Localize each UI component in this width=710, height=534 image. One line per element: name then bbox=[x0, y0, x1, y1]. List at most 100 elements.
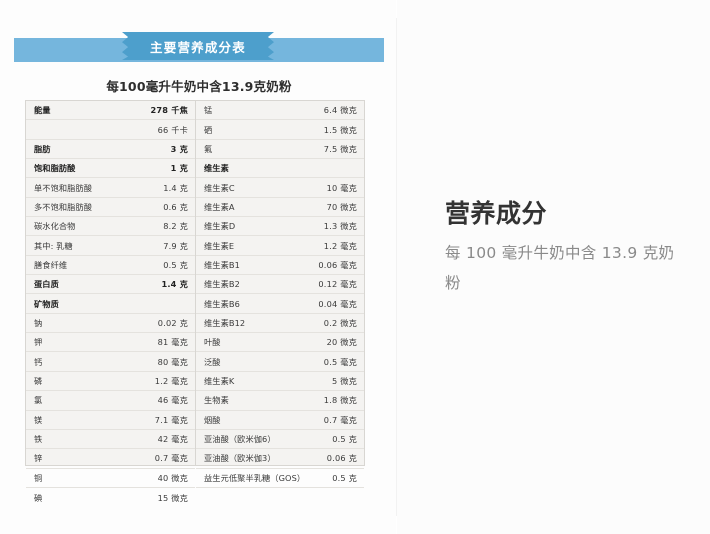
nutrition-row: 维生素B1 0.06 毫克 bbox=[196, 256, 364, 276]
nutrition-row: 维生素A 70 微克 bbox=[196, 198, 364, 218]
nutrition-row-value: 7.1 毫克 bbox=[154, 414, 188, 425]
nutrition-row: 亚油酸（欧米伽3） 0.06 克 bbox=[196, 449, 364, 469]
nutrition-row: 维生素E 1.2 毫克 bbox=[196, 236, 364, 256]
nutrition-row: 维生素B2 0.12 毫克 bbox=[196, 275, 364, 295]
nutrition-row-value: 20 微克 bbox=[326, 337, 357, 348]
nutrition-row-value: 1.2 毫克 bbox=[154, 375, 188, 386]
nutrition-row-label: 叶酸 bbox=[204, 337, 221, 348]
nutrition-row bbox=[196, 488, 364, 507]
nutrition-row-label: 矿物质 bbox=[34, 298, 59, 309]
nutrition-row: 生物素 1.8 微克 bbox=[196, 391, 364, 411]
nutrition-row-label: 维生素B1 bbox=[204, 259, 240, 270]
nutrition-row-label: 饱和脂肪酸 bbox=[34, 163, 76, 174]
nutrition-row-label: 锰 bbox=[204, 105, 213, 116]
nutrition-row-value: 0.5 克 bbox=[163, 259, 188, 270]
nutrition-row-value: 70 微克 bbox=[326, 201, 357, 212]
nutrition-row: 铁 42 毫克 bbox=[26, 430, 195, 450]
nutrition-row-value: 0.06 毫克 bbox=[318, 259, 357, 270]
nutrition-row-value: 1.5 微克 bbox=[323, 124, 357, 135]
nutrition-row-value: 0.06 克 bbox=[326, 453, 357, 464]
nutrition-row-value: 46 毫克 bbox=[157, 395, 188, 406]
right-panel: 营养成分 每 100 毫升牛奶中含 13.9 克奶粉 bbox=[397, 0, 710, 534]
nutrition-row: 维生素 bbox=[196, 159, 364, 179]
nutrition-row: 锰 6.4 微克 bbox=[196, 101, 364, 121]
nutrition-row-value: 1.2 毫克 bbox=[323, 240, 357, 251]
nutrition-row-label: 泛酸 bbox=[204, 356, 221, 367]
nutrition-row-value: 0.02 克 bbox=[157, 317, 188, 328]
nutrition-row-label: 其中: 乳糖 bbox=[34, 240, 73, 251]
nutrition-row-label: 脂肪 bbox=[34, 143, 51, 154]
nutrition-row-label: 生物素 bbox=[204, 395, 229, 406]
nutrition-table-column-right: 锰 6.4 微克硒 1.5 微克氟 7.5 微克 维生素 维生素C 10 毫克 维生素A 70 … bbox=[195, 101, 364, 488]
nutrition-row: 泛酸 0.5 毫克 bbox=[196, 352, 364, 372]
nutrition-row: 锌 0.7 毫克 bbox=[26, 449, 195, 469]
nutrition-row: 维生素B6 0.04 毫克 bbox=[196, 294, 364, 314]
nutrition-row-label: 钾 bbox=[34, 337, 43, 348]
nutrition-row: 益生元低聚半乳糖（GOS） 0.5 克 bbox=[196, 469, 364, 488]
nutrition-row-value: 5 微克 bbox=[332, 375, 357, 386]
nutrition-row: 66 千卡 bbox=[26, 120, 195, 140]
nutrition-row-label: 多不饱和脂肪酸 bbox=[34, 201, 93, 212]
nutrition-row: 亚油酸（欧米伽6） 0.5 克 bbox=[196, 430, 364, 450]
nutrition-row-value: 66 千卡 bbox=[157, 124, 188, 135]
nutrition-row: 维生素D 1.3 微克 bbox=[196, 217, 364, 237]
nutrition-row: 膳食纤维 0.5 克 bbox=[26, 256, 195, 276]
nutrition-row-value: 0.7 毫克 bbox=[323, 414, 357, 425]
nutrition-row-value: 0.2 微克 bbox=[323, 317, 357, 328]
nutrition-row: 钠 0.02 克 bbox=[26, 314, 195, 334]
right-panel-description: 每 100 毫升牛奶中含 13.9 克奶粉 bbox=[445, 244, 675, 292]
nutrition-row: 矿物质 bbox=[26, 294, 195, 314]
nutrition-row: 氟 7.5 微克 bbox=[196, 140, 364, 160]
nutrition-row-value: 7.5 微克 bbox=[323, 143, 357, 154]
nutrition-row-label: 维生素B12 bbox=[204, 317, 246, 328]
nutrition-row-label: 镁 bbox=[34, 414, 43, 425]
nutrition-row-value: 1.4 克 bbox=[163, 182, 188, 193]
nutrition-row-label: 维生素 bbox=[204, 163, 229, 174]
nutrition-row: 烟酸 0.7 毫克 bbox=[196, 411, 364, 430]
nutrition-row-label: 膳食纤维 bbox=[34, 259, 68, 270]
nutrition-row: 维生素K 5 微克 bbox=[196, 372, 364, 392]
table-subtitle: 每100毫升牛奶中含13.9克奶粉 bbox=[106, 79, 292, 94]
nutrition-row-value: 15 微克 bbox=[157, 492, 188, 503]
nutrition-table-column-left: 能量 278 千焦 66 千卡 脂肪 3 克饱和脂肪酸 1 克单不饱和脂肪酸 1.4 克多不… bbox=[26, 101, 195, 503]
nutrition-row-label: 单不饱和脂肪酸 bbox=[34, 182, 93, 193]
nutrition-row-value: 1.8 微克 bbox=[323, 395, 357, 406]
nutrition-row-value: 3 克 bbox=[170, 143, 188, 154]
nutrition-row-label: 亚油酸（欧米伽3） bbox=[204, 453, 276, 464]
nutrition-row-value: 0.5 毫克 bbox=[323, 356, 357, 367]
nutrition-row-label: 维生素B6 bbox=[204, 298, 240, 309]
nutrition-row-value: 0.7 毫克 bbox=[154, 453, 188, 464]
nutrition-row-value: 81 毫克 bbox=[157, 337, 188, 348]
nutrition-row-label: 磷 bbox=[34, 375, 43, 386]
nutrition-row-label: 能量 bbox=[34, 105, 51, 116]
nutrition-row: 单不饱和脂肪酸 1.4 克 bbox=[26, 178, 195, 198]
nutrition-row-value: 80 毫克 bbox=[157, 356, 188, 367]
nutrition-row: 叶酸 20 微克 bbox=[196, 333, 364, 353]
nutrition-row: 饱和脂肪酸 1 克 bbox=[26, 159, 195, 179]
nutrition-row: 维生素B12 0.2 微克 bbox=[196, 314, 364, 334]
nutrition-row-value: 7.9 克 bbox=[163, 240, 188, 251]
nutrition-row-label: 钠 bbox=[34, 317, 43, 328]
nutrition-row-label: 维生素E bbox=[204, 240, 235, 251]
nutrition-row: 维生素C 10 毫克 bbox=[196, 178, 364, 198]
nutrition-row-value: 10 毫克 bbox=[326, 182, 357, 193]
nutrition-row: 碘 15 微克 bbox=[26, 488, 195, 507]
nutrition-row-label: 铜 bbox=[34, 472, 43, 483]
nutrition-row-value: 42 毫克 bbox=[157, 434, 188, 445]
nutrition-row-value: 0.04 毫克 bbox=[318, 298, 357, 309]
nutrition-row: 其中: 乳糖 7.9 克 bbox=[26, 236, 195, 256]
nutrition-row-label: 维生素D bbox=[204, 221, 236, 232]
nutrition-row: 氯 46 毫克 bbox=[26, 391, 195, 411]
nutrition-row-value: 0.5 克 bbox=[332, 434, 357, 445]
nutrition-row-value: 40 微克 bbox=[157, 472, 188, 483]
nutrition-row-label: 锌 bbox=[34, 453, 43, 464]
nutrition-row-label: 维生素C bbox=[204, 182, 235, 193]
nutrition-row-label: 维生素K bbox=[204, 375, 235, 386]
nutrition-row-value: 0.12 毫克 bbox=[318, 279, 357, 290]
nutrition-row-label: 铁 bbox=[34, 434, 43, 445]
nutrition-row: 铜 40 微克 bbox=[26, 469, 195, 488]
nutrition-row-value: 1 克 bbox=[170, 163, 188, 174]
nutrition-row-value: 8.2 克 bbox=[163, 221, 188, 232]
nutrition-row-label: 钙 bbox=[34, 356, 43, 367]
